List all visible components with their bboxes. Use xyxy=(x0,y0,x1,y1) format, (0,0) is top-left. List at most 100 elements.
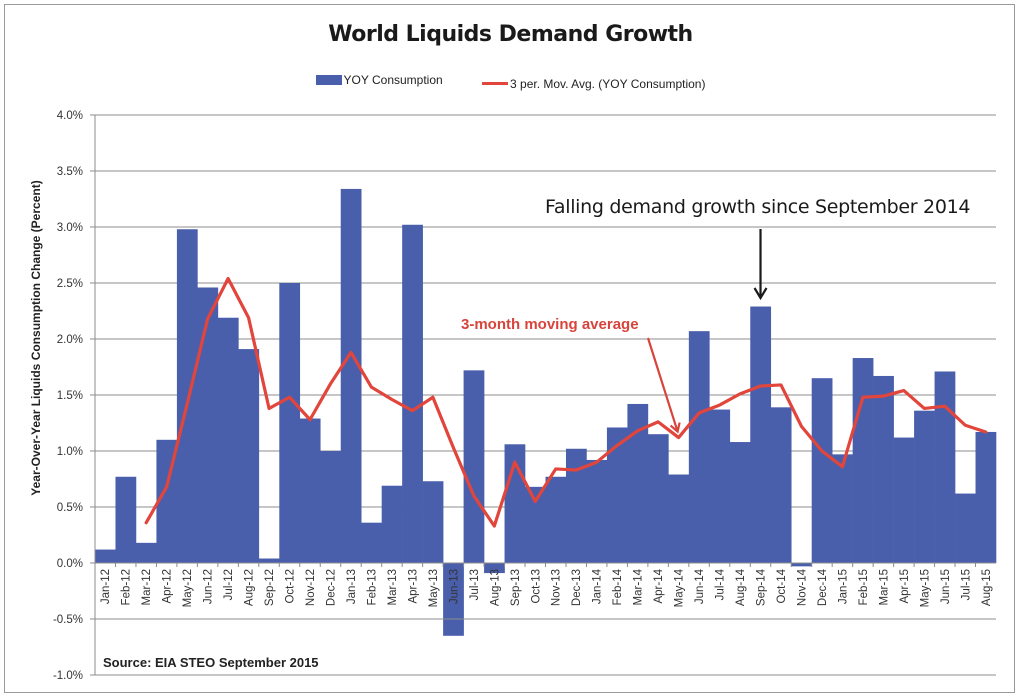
x-tick-label: Apr-12 xyxy=(162,569,174,604)
bar xyxy=(606,427,628,563)
x-tick-label: Feb-12 xyxy=(121,569,133,605)
legend-item-yoy: YOY Consumption xyxy=(315,73,443,87)
x-tick-label: Jul-15 xyxy=(960,569,972,600)
y-ticks: -1.0% -0.5% 0.0% 0.5% 1.0% 1.5% 2.0% 2.5% 3.0% 3.… xyxy=(53,110,83,682)
bar xyxy=(770,407,792,563)
bar xyxy=(443,563,464,636)
bar xyxy=(197,287,219,563)
bar xyxy=(647,434,669,563)
x-tick-label: Sep-14 xyxy=(756,568,768,606)
x-tick-label: Jun-13 xyxy=(448,569,460,604)
x-tick-label: Dec-14 xyxy=(817,568,829,606)
y-tick-label: 4.0% xyxy=(57,110,83,122)
bar xyxy=(832,454,853,563)
bar xyxy=(299,418,321,563)
x-tick-label: Jul-12 xyxy=(223,569,235,600)
moving-average-arrow-icon xyxy=(646,337,679,432)
y-tick-label: -0.5% xyxy=(53,614,83,626)
y-tick-label: 2.0% xyxy=(57,334,83,346)
x-ticks: Jan-12 Feb-12 Mar-12 Apr-12 May-12 Jun-12 Jul-… xyxy=(100,568,993,607)
bar xyxy=(361,522,382,563)
x-tick-label: Oct-13 xyxy=(530,569,542,604)
chart-frame xyxy=(4,4,1015,693)
legend-label-yoy: YOY Consumption xyxy=(343,73,443,87)
legend-label-moving-average: 3 per. Mov. Avg. (YOY Consumption) xyxy=(510,76,706,91)
moving-average-line-group xyxy=(144,276,988,528)
x-tick-label: Mar-15 xyxy=(878,569,890,605)
bar xyxy=(688,331,710,563)
bar xyxy=(238,349,260,563)
x-tick-label: May-15 xyxy=(919,569,931,607)
x-tick-label: Feb-13 xyxy=(366,569,378,605)
bar xyxy=(381,485,403,563)
legend-swatch-line xyxy=(482,82,509,85)
bar xyxy=(402,224,423,563)
x-tick-label: Feb-15 xyxy=(858,569,870,605)
bar xyxy=(729,442,751,563)
y-tick-label: 2.5% xyxy=(57,278,83,290)
x-tick-label: Nov-14 xyxy=(796,568,808,606)
x-tick-label: Nov-13 xyxy=(551,569,563,606)
x-tick-label: Sep-13 xyxy=(510,569,522,606)
x-tick-label: Aug-15 xyxy=(981,569,993,606)
bar xyxy=(852,358,874,563)
legend-item-moving-average: 3 per. Mov. Avg. (YOY Consumption) xyxy=(482,77,705,91)
source-note: Source: EIA STEO September 2015 xyxy=(103,655,319,670)
bar xyxy=(217,317,239,563)
x-tick-label: Dec-13 xyxy=(571,569,583,606)
x-tick-label: Jun-12 xyxy=(203,569,215,604)
bar xyxy=(463,370,485,563)
bar xyxy=(934,371,956,563)
arrowhead-icon xyxy=(753,287,768,301)
y-tick-label: 1.0% xyxy=(57,446,83,458)
x-tick-label: Apr-13 xyxy=(407,569,419,604)
x-tick-label: Jul-14 xyxy=(715,568,727,600)
bar xyxy=(791,563,813,567)
bar xyxy=(340,188,362,564)
x-tick-label: Jan-14 xyxy=(592,568,604,604)
x-tick-label: Oct-12 xyxy=(285,569,297,604)
annotation-falling-demand: Falling demand growth since September 20… xyxy=(545,196,971,218)
x-tick-label: Jun-14 xyxy=(694,568,706,604)
annotation-moving-average: 3-month moving average xyxy=(461,316,639,333)
annotation-arrows xyxy=(646,229,768,434)
legend: YOY Consumption 3 per. Mov. Avg. (YOY Co… xyxy=(0,73,1021,91)
x-tick-label: Mar-12 xyxy=(141,569,153,605)
x-tick-label: Dec-12 xyxy=(325,569,337,606)
axes xyxy=(90,114,996,676)
bar xyxy=(811,378,833,563)
y-tick-label: 0.0% xyxy=(57,558,83,570)
bar xyxy=(545,476,567,563)
x-tick-label: May-12 xyxy=(182,569,194,607)
y-tick-label: -1.0% xyxy=(53,670,83,682)
bar xyxy=(115,476,137,563)
bar xyxy=(627,403,649,563)
chart-title: World Liquids Demand Growth xyxy=(328,22,693,47)
x-tick-label: Jan-13 xyxy=(346,569,358,604)
bar xyxy=(279,283,301,563)
bars xyxy=(95,188,997,636)
y-tick-label: 1.5% xyxy=(57,390,83,402)
x-tick-label: Aug-12 xyxy=(244,569,256,606)
x-tick-label: Jan-15 xyxy=(837,569,849,604)
x-tick-label: Aug-13 xyxy=(489,569,501,606)
x-tick-label: Jul-13 xyxy=(469,569,481,600)
bar xyxy=(422,481,444,563)
bar xyxy=(914,410,935,563)
x-tick-label: Aug-14 xyxy=(735,568,747,606)
y-tick-label: 0.5% xyxy=(57,502,83,514)
x-tick-label: Mar-14 xyxy=(633,568,645,605)
bar xyxy=(668,474,690,563)
x-tick-label: Apr-15 xyxy=(899,569,911,604)
bar xyxy=(258,558,280,563)
x-tick-label: Sep-12 xyxy=(264,569,276,606)
x-tick-label: May-13 xyxy=(428,569,440,607)
bar xyxy=(525,486,546,563)
y-tick-label: 3.5% xyxy=(57,166,83,178)
bar xyxy=(135,542,157,563)
bar xyxy=(320,451,342,563)
bar xyxy=(565,448,587,563)
bar xyxy=(709,409,731,563)
bar xyxy=(484,563,505,574)
